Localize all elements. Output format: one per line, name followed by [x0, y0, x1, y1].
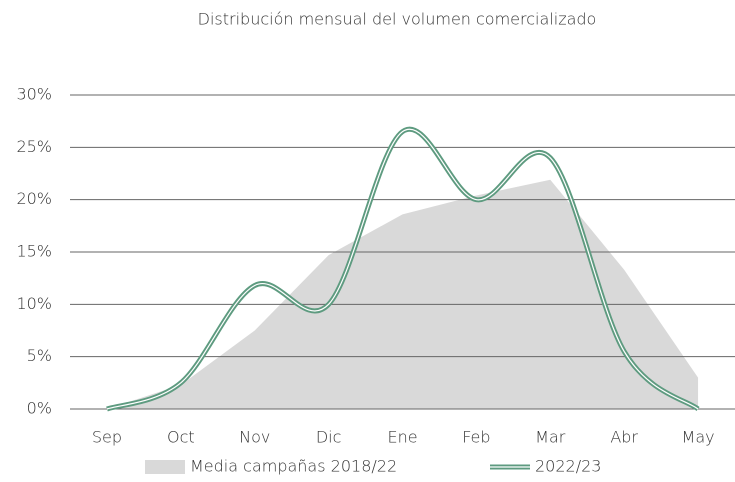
y-tick-label: 25% — [16, 137, 52, 156]
y-tick-label: 20% — [16, 189, 52, 208]
legend-label: Media campañas 2018/22 — [190, 457, 397, 476]
legend-swatch — [145, 460, 185, 474]
y-tick-label: 5% — [27, 346, 52, 365]
x-tick-label: Ene — [387, 428, 417, 447]
x-tick-label: Sep — [92, 428, 122, 447]
y-tick-label: 30% — [16, 85, 52, 104]
x-tick-label: Feb — [462, 428, 490, 447]
x-tick-label: May — [682, 428, 715, 447]
x-tick-label: Mar — [535, 428, 566, 447]
area — [106, 179, 699, 409]
y-tick-label: 15% — [16, 242, 52, 261]
y-tick-label: 0% — [27, 399, 52, 418]
x-tick-label: Dic — [316, 428, 342, 447]
x-tick-label: Nov — [239, 428, 270, 447]
line-highlight — [106, 128, 699, 410]
y-tick-label: 10% — [16, 294, 52, 313]
x-tick-label: Oct — [167, 428, 195, 447]
chart-title: Distribución mensual del volumen comerci… — [198, 10, 597, 29]
x-tick-label: Abr — [610, 428, 638, 447]
legend-label: 2022/23 — [535, 457, 601, 476]
